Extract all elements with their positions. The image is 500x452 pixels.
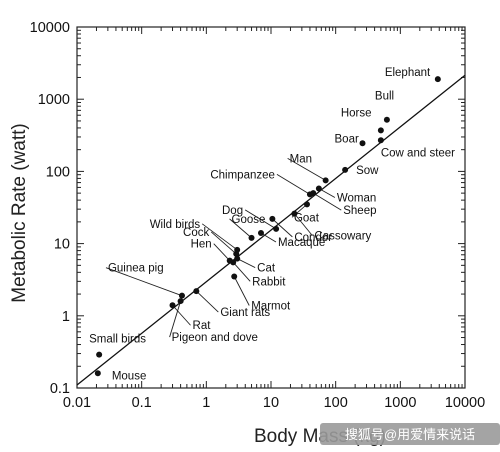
fit-line-group: [76, 74, 466, 386]
data-point: [303, 201, 310, 208]
point-label: Marmot: [251, 301, 291, 313]
point-label: Mouse: [112, 370, 147, 382]
fit-line: [76, 74, 466, 386]
y-tick-label: 10000: [30, 20, 70, 36]
point-label: Dog: [222, 205, 243, 217]
leader-line: [294, 213, 313, 236]
y-tick-label: 10: [54, 237, 70, 253]
point-label: Wild birds: [150, 219, 201, 231]
leader-line: [236, 258, 256, 268]
y-tick-label: 0.1: [50, 381, 70, 397]
watermark-badge: [320, 423, 500, 445]
data-point: [310, 190, 317, 197]
watermark-text: 搜狐号@用爱情来说话: [345, 427, 475, 442]
data-point: [193, 288, 200, 295]
point-label: Sow: [356, 165, 379, 177]
point-label: Woman: [337, 192, 376, 204]
data-point: [96, 351, 103, 358]
leader-line: [196, 290, 219, 313]
point-label: Cassowary: [314, 231, 371, 243]
leader-line: [272, 218, 293, 238]
point-label: Guinea pig: [108, 263, 164, 275]
point-label: Small birds: [89, 334, 146, 346]
x-tick-label: 10000: [445, 395, 485, 411]
point-label: Boar: [335, 133, 359, 145]
data-point: [377, 127, 384, 134]
leader-line: [313, 192, 342, 211]
y-tick-label: 100: [46, 164, 70, 180]
point-label: Condor: [294, 232, 332, 244]
leader-line: [105, 267, 183, 297]
leader-line: [169, 300, 182, 338]
data-point: [315, 185, 322, 192]
data-point: [234, 255, 241, 262]
point-label: Cat: [257, 263, 276, 275]
leader-lines-group: [105, 158, 342, 338]
leader-line: [229, 218, 252, 239]
leader-line: [213, 243, 231, 261]
point-label: Bull: [375, 91, 394, 103]
leader-line: [210, 231, 237, 255]
data-point: [257, 230, 264, 237]
data-point: [359, 140, 366, 147]
data-point: [383, 116, 390, 123]
data-point: [434, 76, 441, 83]
point-label: Rabbit: [252, 276, 286, 288]
point-label: Elephant: [385, 67, 431, 79]
data-point: [231, 273, 238, 280]
point-label: Sheep: [343, 205, 376, 217]
x-tick-label: 1000: [384, 395, 416, 411]
leader-line: [244, 209, 277, 230]
data-point: [226, 257, 233, 264]
point-label: Rat: [193, 320, 212, 332]
leader-line: [287, 158, 326, 181]
leader-line: [172, 304, 191, 326]
data-point: [377, 137, 384, 144]
point-label: Giant rats: [220, 307, 270, 319]
leader-line: [276, 174, 311, 195]
data-point: [177, 298, 184, 305]
point-label: Horse: [341, 107, 372, 119]
x-tick-label: 0.01: [63, 395, 91, 411]
point-label: Pigeon and dove: [172, 332, 258, 344]
data-points-group: [94, 76, 441, 377]
data-point: [342, 166, 349, 173]
y-tick-label: 1: [62, 309, 70, 325]
data-point: [322, 177, 329, 184]
data-point: [94, 370, 101, 377]
leader-line: [201, 223, 238, 251]
leader-line: [318, 188, 336, 198]
point-label: Goat: [294, 212, 320, 224]
data-point: [269, 215, 276, 222]
data-point: [248, 234, 255, 241]
point-label: Hen: [191, 239, 212, 251]
data-point: [169, 302, 176, 309]
point-label: Macaque: [278, 237, 325, 249]
data-point: [273, 225, 280, 232]
point-label: Goose: [232, 214, 266, 226]
point-label: Cock: [183, 227, 209, 239]
x-tick-label: 100: [324, 395, 348, 411]
leader-line: [233, 276, 250, 306]
point-label: Man: [290, 153, 312, 165]
x-tick-label: 10: [263, 395, 279, 411]
point-label: Chimpanzee: [210, 169, 275, 181]
data-point: [178, 292, 185, 299]
point-label: Cow and steer: [381, 147, 455, 159]
x-tick-label: 0.1: [132, 395, 152, 411]
y-axis-title: Metabolic Rate (watt): [9, 123, 30, 303]
x-tick-label: 1: [202, 395, 210, 411]
data-point: [291, 210, 298, 217]
leader-line: [232, 262, 251, 282]
data-point: [234, 246, 241, 253]
y-tick-label: 1000: [38, 92, 70, 108]
